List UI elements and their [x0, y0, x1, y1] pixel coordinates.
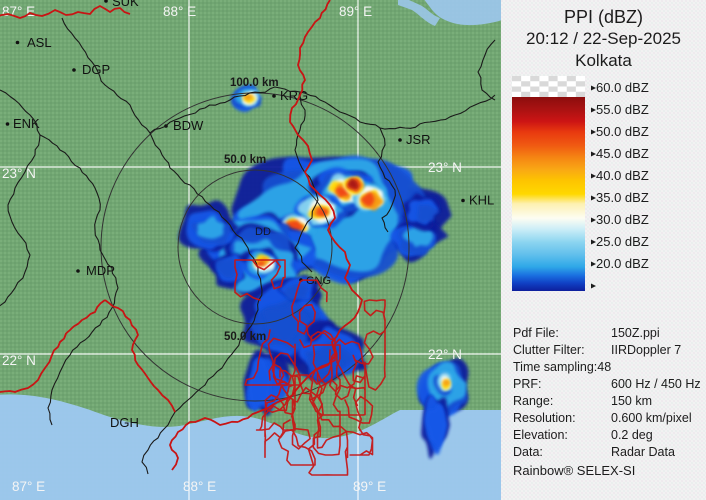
svg-text:JSR: JSR — [406, 132, 431, 147]
svg-text:DD: DD — [255, 226, 271, 238]
svg-text:50.0 km: 50.0 km — [224, 154, 266, 166]
svg-text:ASL: ASL — [27, 35, 52, 50]
svg-text:DGH: DGH — [110, 415, 139, 430]
svg-text:KHL: KHL — [469, 193, 494, 208]
svg-text:SUK: SUK — [112, 0, 139, 9]
svg-text:87° E: 87° E — [12, 479, 45, 494]
svg-text:88° E: 88° E — [183, 479, 216, 494]
svg-text:KRG: KRG — [280, 88, 308, 103]
svg-text:23° N: 23° N — [428, 160, 462, 175]
svg-text:89° E: 89° E — [339, 4, 372, 19]
svg-text:BDW: BDW — [173, 118, 204, 133]
svg-text:100.0 km: 100.0 km — [230, 77, 279, 89]
svg-text:DGP: DGP — [82, 62, 110, 77]
svg-text:22° N: 22° N — [2, 353, 36, 368]
svg-text:89° E: 89° E — [353, 479, 386, 494]
svg-text:MDP: MDP — [86, 263, 115, 278]
svg-text:22° N: 22° N — [428, 347, 462, 362]
svg-text:50.0 km: 50.0 km — [224, 331, 266, 343]
svg-text:88° E: 88° E — [163, 4, 196, 19]
svg-text:23° N: 23° N — [2, 166, 36, 181]
svg-text:GNG: GNG — [306, 275, 331, 287]
